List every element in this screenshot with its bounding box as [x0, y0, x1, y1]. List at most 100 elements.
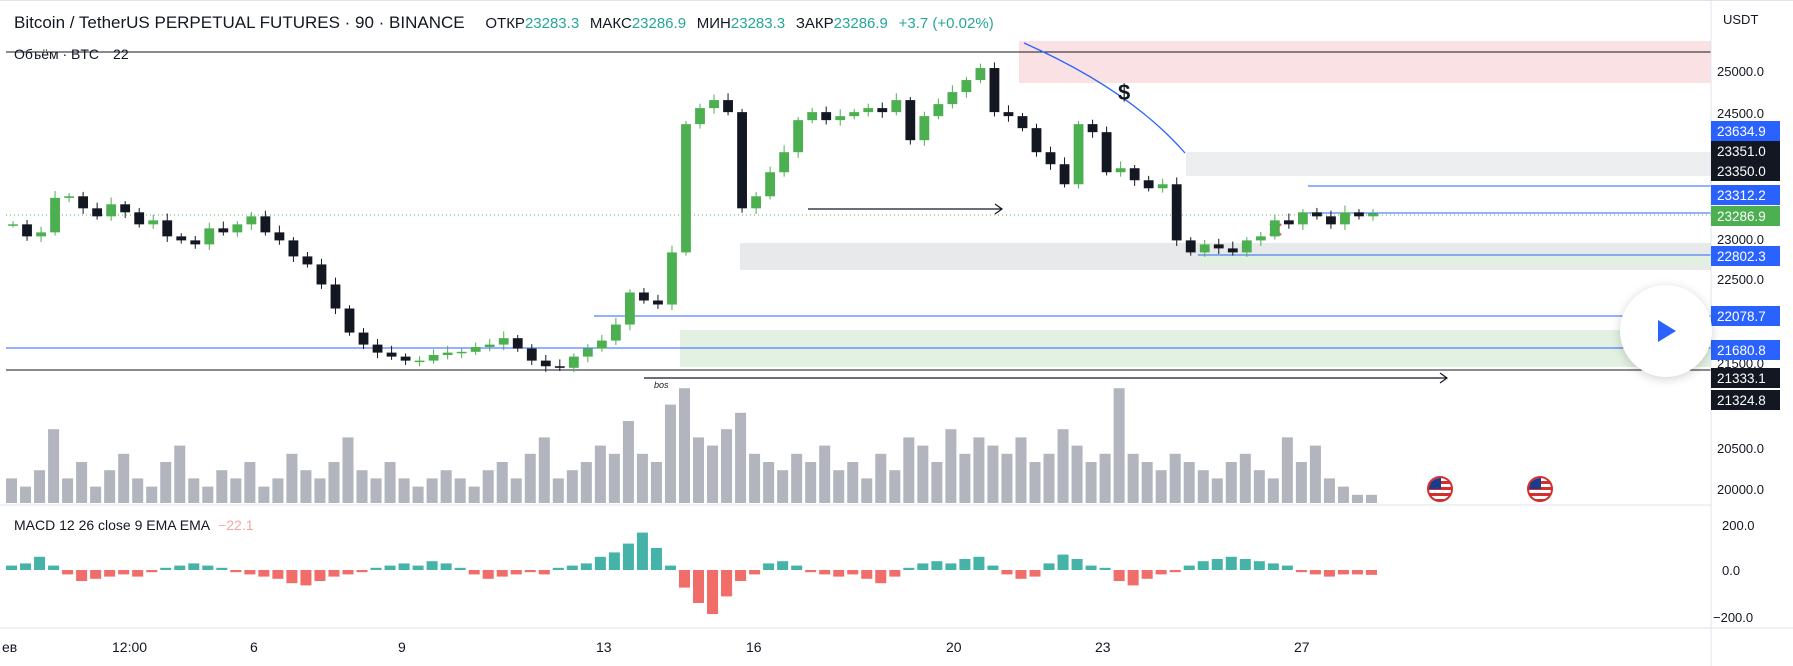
- macd-bar: [749, 570, 761, 575]
- price-label-text: 21324.8: [1717, 393, 1766, 408]
- candle-body: [484, 344, 495, 347]
- candle-body: [428, 355, 439, 361]
- price-tick-label: 20500.0: [1717, 441, 1764, 456]
- candle-body: [1340, 212, 1350, 225]
- volume-bar: [1197, 470, 1209, 503]
- volume-bar: [777, 470, 789, 503]
- candle-body: [554, 366, 565, 368]
- macd-bar: [300, 570, 312, 586]
- candle-body: [190, 240, 201, 245]
- macd-legend[interactable]: MACD 12 26 close 9 EMA EMA −22.1: [14, 517, 254, 533]
- candle-body: [1199, 244, 1210, 253]
- macd-bar: [1155, 570, 1167, 575]
- volume-bar: [118, 453, 130, 503]
- replay-play-button[interactable]: [1620, 285, 1712, 377]
- candle-body: [456, 351, 467, 354]
- volume-bar: [20, 486, 32, 503]
- candle-body: [765, 172, 776, 197]
- volume-bar: [384, 462, 396, 503]
- candle-body: [400, 356, 411, 361]
- macd-bar: [1211, 559, 1223, 570]
- volume-bar: [1057, 429, 1069, 503]
- candle-body: [1031, 128, 1042, 153]
- volume-bar: [1253, 470, 1265, 503]
- arrow-high-range: [808, 203, 1004, 215]
- volume-legend[interactable]: Объём · BTC 22: [14, 46, 129, 62]
- macd-bar: [230, 570, 242, 573]
- volume-bar: [538, 437, 550, 503]
- price-label-box: [1711, 141, 1780, 161]
- volume-label: Объём · BTC: [14, 46, 100, 62]
- candle-body: [1115, 168, 1126, 173]
- volume-bar: [1085, 462, 1097, 503]
- us-flag-icon[interactable]: [1427, 476, 1453, 502]
- volume-bar: [496, 462, 508, 503]
- volume-bar: [1351, 494, 1363, 503]
- candle-body: [414, 360, 425, 363]
- volume-bar: [945, 429, 957, 503]
- volume-bar: [440, 470, 452, 503]
- macd-bar: [146, 570, 158, 573]
- candle-body: [302, 256, 313, 265]
- volume-bar: [272, 478, 284, 503]
- volume-bar: [34, 470, 46, 503]
- candle-body: [1017, 116, 1028, 129]
- macd-bar: [370, 567, 382, 570]
- volume-bar: [805, 462, 817, 503]
- price-label-text: 23350.0: [1717, 164, 1766, 179]
- volume-bar: [76, 462, 88, 503]
- candle-body: [1354, 212, 1364, 217]
- macd-bar: [468, 570, 480, 575]
- volume-bar: [6, 478, 18, 503]
- volume-bar: [678, 388, 690, 503]
- macd-bar: [945, 563, 957, 570]
- macd-bar: [987, 565, 999, 570]
- volume-bar: [608, 453, 620, 503]
- candle-body: [246, 216, 257, 225]
- volume-bar: [468, 486, 480, 503]
- volume-bar: [230, 478, 242, 503]
- volume-bar: [1029, 462, 1041, 503]
- macd-histogram: [6, 532, 1377, 614]
- volume-bar: [314, 478, 326, 503]
- macd-bar: [973, 556, 985, 570]
- candle-body: [639, 292, 649, 301]
- candle-body: [372, 344, 383, 353]
- macd-bar: [1337, 570, 1349, 575]
- volume-bar: [566, 470, 578, 503]
- play-icon: [1658, 320, 1676, 342]
- volume-bar: [819, 445, 831, 503]
- candle-body: [232, 224, 243, 233]
- macd-bar: [104, 570, 116, 577]
- macd-bar: [1001, 570, 1013, 575]
- candle-body: [22, 224, 32, 237]
- volume-bar: [580, 462, 592, 503]
- candle-body: [625, 292, 635, 325]
- candle-body: [526, 348, 537, 361]
- candle-body: [1241, 240, 1252, 253]
- candle-body: [1073, 124, 1084, 185]
- volume-bar: [1211, 478, 1223, 503]
- macd-bar: [314, 570, 326, 581]
- macd-bar: [1141, 570, 1153, 579]
- currency-label[interactable]: USDT: [1723, 12, 1759, 27]
- open-value: 23283.3: [524, 15, 580, 32]
- candle-body: [891, 100, 902, 113]
- macd-bar: [1183, 565, 1195, 570]
- close-value: 23286.9: [833, 15, 888, 32]
- macd-bar: [20, 563, 32, 570]
- macd-bar: [1351, 570, 1363, 575]
- us-flag-icon[interactable]: [1527, 476, 1553, 502]
- macd-bar: [861, 570, 873, 579]
- macd-tick-label: 200.0: [1722, 518, 1755, 533]
- candle-body: [1269, 220, 1280, 237]
- macd-bar: [1127, 570, 1139, 586]
- price-label-text: 23286.9: [1717, 209, 1766, 224]
- macd-bar: [118, 570, 130, 575]
- candle-body: [176, 236, 187, 241]
- macd-bar: [580, 563, 592, 570]
- macd-bar: [875, 570, 887, 584]
- price-label-box: [1711, 246, 1780, 266]
- macd-bar: [594, 556, 606, 570]
